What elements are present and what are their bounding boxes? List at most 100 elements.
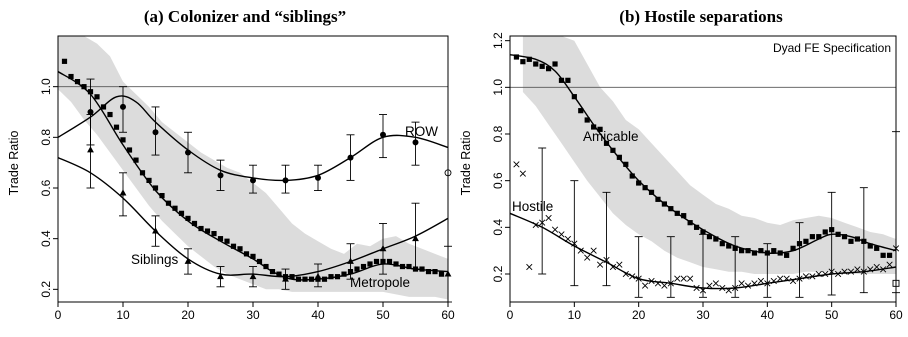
panel-a-row-point [412, 139, 419, 146]
panel-a-metropole-point [289, 274, 295, 280]
panel-a-metropole-point [237, 246, 243, 252]
panel-b-hostile-point [667, 280, 674, 287]
panel-b-hostile-point [809, 273, 816, 280]
panel-a-row-point [282, 177, 289, 184]
panel-b-y-tick-label: 0.2 [491, 265, 505, 282]
panel-a-metropole-point [230, 243, 237, 249]
panel-a-title: (a) Colonizer and “siblings” [144, 7, 346, 26]
label-amicable: Amicable [583, 129, 639, 144]
panel-a-metropole-point [315, 276, 321, 282]
panel-b-x-tick-label: 60 [889, 308, 903, 322]
panel-b-amicable-point [597, 126, 603, 132]
panel-a-metropole-point [328, 274, 334, 280]
panel-b-amicable-point [700, 229, 706, 235]
panel-a-metropole-point [425, 269, 432, 275]
panel-b-amicable-point [886, 252, 893, 258]
panel-a-metropole-point [367, 261, 373, 267]
panel-a-metropole-point [347, 269, 354, 275]
panel-a-x-tick-label: 30 [246, 308, 260, 322]
panel-b-amicable-point [841, 234, 848, 240]
panel-a-metropole-point [191, 220, 198, 227]
panel-b-amicable-point [854, 236, 860, 242]
panel-b-amicable-point [784, 252, 790, 258]
spec-note: Dyad FE Specification [773, 41, 891, 55]
panel-a-metropole-point [419, 266, 425, 272]
panel-a-metropole-point [107, 111, 113, 118]
panel-b-hostile-point [699, 287, 707, 294]
panel-b-amicable-point [822, 229, 828, 235]
panel-b-hostile-point [526, 263, 533, 271]
panel-b-amicable-point [642, 185, 648, 191]
panel-b-hostile-point [854, 266, 861, 273]
panel-b-amicable-point [829, 227, 835, 233]
panel-b-confidence-band [522, 36, 896, 274]
panel-b-hostile-point [732, 284, 739, 292]
panel-a-row-point [347, 154, 354, 161]
panel-b-hostile-point [802, 273, 810, 280]
panel-b-amicable-point [809, 234, 815, 240]
panel-a: (a) Colonizer and “siblings” Trade Ratio… [7, 7, 455, 322]
panel-b-hostile-point [738, 280, 745, 287]
panel-b: (b) Hostile separations Trade Ratio 0 10 2… [459, 7, 903, 322]
panel-a-metropole-point [308, 276, 315, 282]
panel-a-metropole-point [282, 274, 289, 280]
panel-b-hostile-point [629, 273, 636, 280]
panel-b-hostile-point [725, 287, 732, 294]
panel-b-amicable-point [880, 252, 886, 258]
panel-a-row-point [152, 129, 159, 136]
panel-a-metropole-point [87, 89, 94, 95]
panel-b-hostile-point [590, 247, 597, 254]
panel-a-metropole-point [224, 238, 230, 244]
panel-b-hostile-point [641, 282, 649, 289]
panel-a-metropole-point [126, 147, 133, 153]
panel-b-amicable-point [526, 56, 532, 62]
panel-b-hostile-point [571, 240, 578, 247]
panel-b-error-bar [827, 191, 836, 296]
panel-b-amicable-point [867, 243, 873, 249]
panel-b-hostile-point [847, 268, 855, 275]
panel-a-metropole-point [178, 210, 185, 216]
panel-b-amicable-point [848, 238, 854, 244]
panel-a-metropole-point [113, 124, 120, 130]
panel-a-y-tick-label: 0.8 [39, 129, 53, 146]
panel-b-hostile-point [841, 268, 848, 275]
panel-b-hostile-point [693, 284, 700, 292]
panel-b-hostile-point [674, 275, 681, 282]
panel-a-metropole-point [438, 271, 445, 277]
panel-b-amicable-point [623, 161, 629, 167]
panel-b-hostile-point [616, 261, 623, 268]
panel-b-hostile-point [867, 266, 874, 273]
panel-b-amicable-point [790, 245, 796, 251]
panel-b-hostile-point [661, 282, 668, 289]
panel-a-row-point [217, 172, 224, 179]
panel-b-amicable-point [874, 245, 880, 251]
panel-b-amicable-point [533, 61, 539, 67]
label-siblings: Siblings [131, 252, 179, 267]
panel-b-x-tick-label: 50 [825, 308, 839, 322]
panel-a-row-point [120, 103, 126, 110]
panel-b-amicable-point [803, 238, 809, 244]
panel-a-siblings-point [412, 234, 419, 242]
panel-b-hostile-point [751, 280, 758, 287]
panel-a-siblings-point [379, 245, 387, 252]
label-metropole: Metropole [350, 275, 410, 290]
panel-b-error-bar [570, 180, 579, 287]
panel-a-metropole-point [406, 263, 412, 270]
panel-b-amicable-point [584, 117, 590, 123]
panel-a-siblings-point [184, 257, 192, 264]
panel-b-hostile-point [712, 280, 719, 287]
panel-b-error-bar [602, 191, 611, 287]
panel-b-hostile-point [834, 270, 842, 278]
panel-b-hostile-point [584, 254, 591, 261]
panel-a-metropole-point [360, 263, 367, 270]
panel-b-hostile-point [822, 270, 829, 278]
panel-b-hostile-point [545, 214, 552, 222]
panel-b-hostile-point [789, 277, 797, 285]
panel-a-metropole-point [380, 258, 386, 265]
panel-b-hostile-point [744, 282, 752, 289]
panel-a-metropole-point [250, 253, 256, 259]
panel-b-hostile-point [783, 275, 790, 282]
panel-a-y-axis-label: Trade Ratio [7, 131, 21, 196]
panel-a-confidence-band [58, 36, 448, 300]
panel-b-hostile-point [539, 219, 546, 226]
